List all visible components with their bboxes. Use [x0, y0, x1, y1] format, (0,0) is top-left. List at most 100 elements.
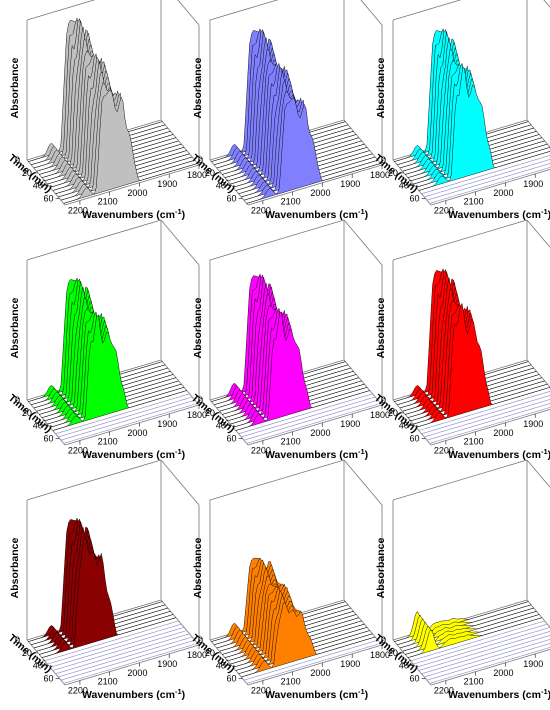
wavenumber-tick-label: 2200 [68, 686, 88, 696]
time-tick-label: 40 [399, 421, 409, 431]
axis-box [209, 219, 383, 446]
z-tick: 0 [15, 155, 20, 165]
wavenumber-tick-label: 2100 [281, 437, 301, 447]
axis-box [209, 459, 383, 686]
time-tick-label: 20 [388, 408, 398, 418]
wavenumber-tick-label: 1800 [187, 650, 207, 660]
panel-6: 020406022002100200019001800AbsorbanceTim… [372, 219, 550, 461]
time-tick-label: 60 [227, 674, 237, 684]
wavenumber-tick-label: 2000 [127, 668, 147, 678]
spectra [211, 273, 381, 444]
time-tick-label: 60 [44, 194, 54, 204]
wavenumber-tick-label: 2100 [464, 437, 484, 447]
z-axis-title: Absorbance [9, 538, 21, 599]
spectrum-10 [418, 391, 550, 431]
spectrum-9 [416, 302, 550, 428]
panel-7: 020406022002100200019001800AbsorbanceTim… [6, 459, 207, 701]
spectrum-12 [424, 639, 550, 678]
spectrum-11 [238, 393, 373, 435]
spectrum-9 [416, 627, 550, 668]
spectra [394, 601, 550, 684]
spectrum-10 [418, 631, 550, 671]
time-tick-label: 40 [33, 181, 43, 191]
spectrum-8 [413, 623, 548, 665]
time-tick-label: 20 [205, 168, 215, 178]
spectrum-11 [55, 393, 190, 435]
axis-box [392, 0, 550, 206]
time-axis-title: Time (min) [6, 392, 54, 435]
wavenumber-tick-label: 1900 [523, 179, 543, 189]
spectrum-10 [235, 310, 370, 431]
time-tick-label: 60 [227, 194, 237, 204]
z-axis-title: Absorbance [375, 538, 387, 599]
time-tick-label: 40 [399, 181, 409, 191]
spectrum-11 [421, 395, 550, 435]
wavenumber-tick-label: 1800 [370, 170, 390, 180]
spectra [28, 17, 198, 204]
wavenumber-axis-title: Wavenumbers (cm-1) [265, 207, 368, 221]
time-tick-label: 40 [33, 421, 43, 431]
time-tick-label: 20 [22, 168, 32, 178]
z-axis-title: Absorbance [9, 298, 21, 359]
wavenumber-tick-label: 2000 [310, 428, 330, 438]
spectrum-11 [55, 633, 190, 675]
time-tick-label: 20 [388, 648, 398, 658]
spectrum-13 [60, 639, 195, 681]
z-tick: 0 [381, 155, 386, 165]
panel-5: 020406022002100200019001800AbsorbanceTim… [189, 219, 390, 461]
spectrum-13 [426, 643, 550, 681]
wavenumber-tick-label: 2000 [493, 188, 513, 198]
spectrum-14 [63, 89, 198, 204]
spectrum-14 [246, 403, 381, 444]
spectrum-10 [418, 65, 550, 191]
wavenumber-axis-title: Wavenumbers (cm-1) [448, 447, 550, 461]
spectrum-13 [426, 403, 550, 441]
wavenumber-tick-label: 2000 [493, 668, 513, 678]
wavenumber-axis-title: Wavenumbers (cm-1) [265, 687, 368, 701]
spectrum-12 [58, 396, 193, 438]
wavenumber-tick-label: 2200 [68, 206, 88, 216]
spectrum-1 [394, 601, 529, 642]
wavenumber-tick-label: 2200 [434, 206, 454, 216]
spectrum-12 [424, 399, 550, 438]
axis-box [26, 459, 200, 686]
wavenumber-tick-label: 1800 [370, 650, 390, 660]
wavenumber-tick-label: 2000 [127, 188, 147, 198]
time-tick-label: 20 [22, 648, 32, 658]
z-axis-title: Absorbance [375, 58, 387, 119]
wavenumber-tick-label: 1900 [340, 179, 360, 189]
wavenumber-tick-label: 1900 [157, 659, 177, 669]
spectrum-11 [421, 155, 550, 195]
spectrum-14 [63, 643, 198, 684]
spectrum-8 [47, 623, 182, 665]
wavenumber-tick-label: 2100 [98, 197, 118, 207]
z-axis-title: Absorbance [375, 298, 387, 359]
spectrum-14 [429, 407, 550, 444]
spectrum-12 [241, 396, 376, 438]
time-tick-label: 20 [388, 168, 398, 178]
wavenumber-axis-title: Wavenumbers (cm-1) [82, 447, 185, 461]
wavenumber-tick-label: 2000 [310, 188, 330, 198]
z-tick: 0 [198, 635, 203, 645]
wavenumber-tick-label: 1800 [187, 410, 207, 420]
z-axis-title: Absorbance [9, 58, 21, 119]
time-tick-label: 60 [410, 194, 420, 204]
wavenumber-tick-label: 1900 [340, 659, 360, 669]
wavenumber-tick-label: 1900 [340, 419, 360, 429]
spectrum-6 [41, 538, 176, 658]
wavenumber-tick-label: 1800 [187, 170, 207, 180]
wavenumber-tick-label: 1800 [370, 410, 390, 420]
time-tick-label: 60 [44, 434, 54, 444]
wavenumber-tick-label: 2100 [281, 197, 301, 207]
wavenumber-axis-title: Wavenumbers (cm-1) [82, 687, 185, 701]
time-tick-label: 40 [399, 661, 409, 671]
spectra [394, 268, 550, 444]
wavenumber-tick-label: 2200 [68, 446, 88, 456]
spectrum-14 [429, 167, 550, 204]
axis-box [392, 459, 550, 686]
time-tick-label: 60 [44, 674, 54, 684]
wavenumber-tick-label: 2200 [251, 206, 271, 216]
time-tick-label: 60 [410, 434, 420, 444]
time-axis-title: Time (min) [6, 632, 54, 675]
time-tick-label: 40 [216, 181, 226, 191]
